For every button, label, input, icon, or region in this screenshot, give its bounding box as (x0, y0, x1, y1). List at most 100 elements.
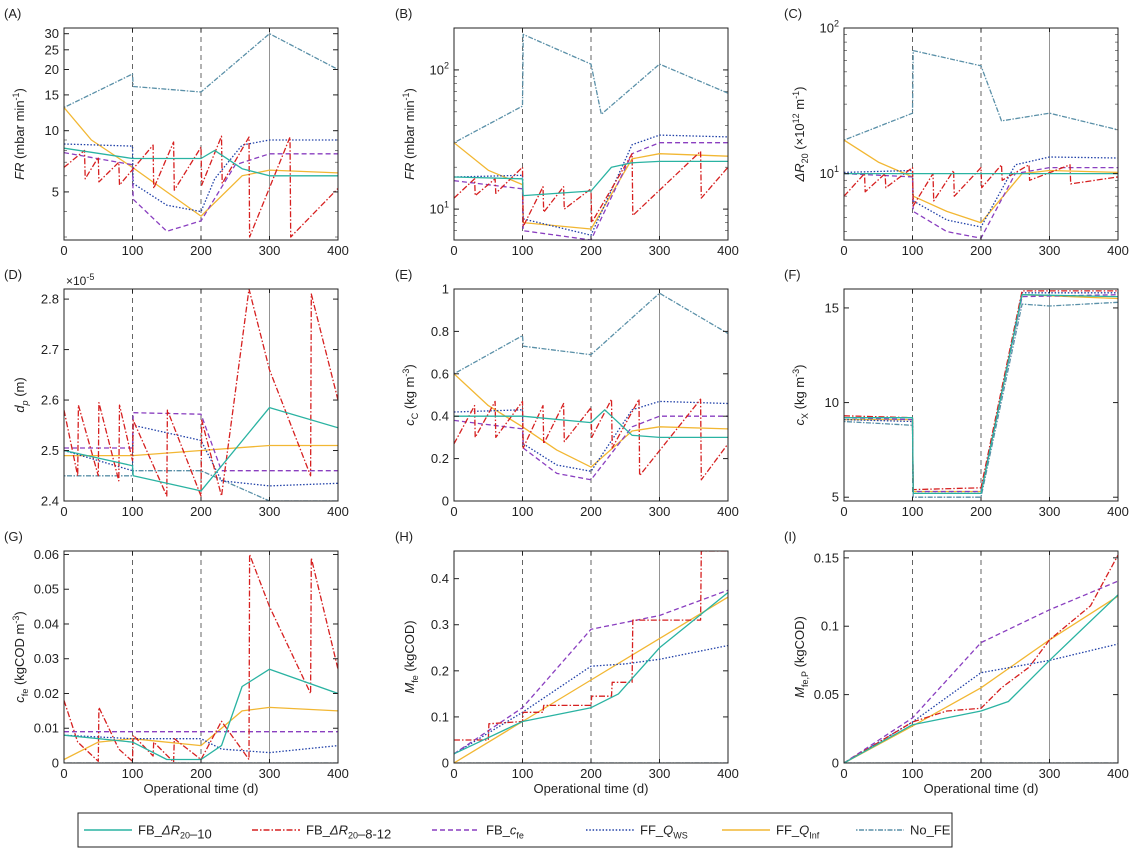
series-line-fb10 (64, 406, 338, 492)
panel-d: 0 100 200 300 400 2.4 2.5 2.6 2.7 2.8 ×10-5 dp (m) (… (4, 267, 349, 519)
series-line-nofe (454, 292, 728, 375)
x-tick-label: 100 (512, 766, 534, 781)
x-tick-label: 0 (450, 504, 457, 519)
y-tick-label: 0.4 (431, 571, 449, 586)
y-tick-label: 0.4 (431, 409, 449, 424)
series-line-fb812 (454, 551, 728, 741)
series-group (64, 553, 338, 763)
y-axis-label: cX (kg m-3) (791, 365, 810, 426)
series-group (844, 554, 1118, 763)
panel-label: (D) (4, 267, 22, 282)
panel-label: (I) (784, 529, 796, 544)
x-tick-label: 100 (512, 504, 534, 519)
series-line-ffqws (64, 139, 338, 213)
series-line-nofe (844, 49, 1118, 141)
y-tick-label: 2.5 (41, 443, 59, 458)
y-tick-label: 0.05 (34, 582, 59, 597)
series-line-ffqws (454, 644, 728, 755)
series-line-nofe (64, 33, 338, 109)
y-tick-label: 20 (45, 62, 59, 77)
x-tick-label: 400 (717, 766, 739, 781)
series-line-ffqinf (454, 142, 728, 230)
series-group (64, 289, 338, 501)
series-group (454, 551, 728, 763)
x-tick-label: 300 (259, 766, 281, 781)
y-tick-label: 101 (430, 200, 449, 217)
panel-i: 0 100 200 300 400 0 0.05 0.1 0.15 Mfe,P (kgCOD) Op… (784, 529, 1129, 796)
series-line-fb812 (64, 289, 338, 497)
series-line-nofe (454, 33, 728, 144)
x-tick-label: 400 (1107, 766, 1129, 781)
x-tick-label: 200 (190, 504, 212, 519)
x-tick-label: 100 (902, 504, 924, 519)
series-line-ffqinf (454, 373, 728, 468)
x-tick-label: 400 (1107, 243, 1129, 258)
y-tick-label: 0.6 (431, 366, 449, 381)
y-axis-label: FR (mbar min-1) (11, 88, 27, 180)
legend: FB_ΔR20–10 FB_ΔR20–8-12 FB_cfe FF_QWS FF_QIn… (77, 812, 953, 848)
x-tick-label: 300 (649, 766, 671, 781)
y-axis-label: Mfe,P (kgCOD) (792, 616, 810, 698)
x-tick-label: 100 (512, 243, 534, 258)
x-tick-label: 200 (970, 504, 992, 519)
series-group (64, 33, 338, 238)
series-line-fb10 (64, 668, 338, 761)
x-tick-label: 0 (60, 766, 67, 781)
x-axis-label: Operational time (d) (534, 781, 649, 796)
y-tick-label: 102 (430, 60, 449, 77)
series-line-ffqinf (844, 595, 1118, 763)
x-tick-label: 100 (902, 766, 924, 781)
y-axis-label: FR (mbar min-1) (401, 88, 417, 180)
panel-label: (F) (784, 267, 801, 282)
series-line-fb10 (64, 147, 338, 177)
x-tick-label: 200 (190, 766, 212, 781)
y-tick-label: 5 (52, 184, 59, 199)
series-group (844, 49, 1118, 239)
x-tick-label: 400 (327, 504, 349, 519)
x-tick-label: 100 (902, 243, 924, 258)
y-tick-label: 0 (52, 756, 59, 771)
panel-label: (B) (395, 6, 412, 21)
legend-label-ffqinf: FF_QInf (776, 823, 820, 841)
series-group (844, 290, 1118, 498)
y-axis-label: cfe (kgCOD m-3) (11, 611, 30, 702)
series-line-ffqws (844, 292, 1118, 495)
series-line-fb812 (844, 290, 1118, 491)
y-tick-label: 2.6 (41, 393, 59, 408)
y-tick-label: 0.06 (34, 547, 59, 562)
legend-box (77, 812, 953, 848)
y-tick-label: 25 (45, 42, 59, 57)
x-tick-label: 0 (450, 243, 457, 258)
y-tick-label: 0.02 (34, 686, 59, 701)
y-tick-label: 0.05 (814, 687, 839, 702)
panel-g: 0 100 200 300 400 0 0.01 0.02 0.03 0.04 0.05 0.06 cf… (4, 529, 349, 796)
y-tick-label: 5 (832, 490, 839, 505)
x-tick-label: 100 (122, 766, 144, 781)
y-tick-label: 10 (45, 123, 59, 138)
series-line-fb812 (844, 164, 1118, 207)
x-tick-label: 400 (717, 504, 739, 519)
y-tick-label: 0.03 (34, 651, 59, 666)
y-tick-label: 10 (825, 395, 839, 410)
series-line-ffqinf (64, 706, 338, 761)
x-tick-label: 0 (840, 504, 847, 519)
series-line-fbcfe (64, 151, 338, 232)
x-tick-label: 0 (840, 243, 847, 258)
y-tick-label: 2.4 (41, 494, 59, 509)
x-tick-label: 200 (970, 243, 992, 258)
y-axis-label: cC (kg m-3) (401, 364, 420, 425)
series-line-fb10 (844, 594, 1118, 763)
series-line-fbcfe (844, 294, 1118, 493)
x-tick-label: 400 (1107, 504, 1129, 519)
y-tick-label: 0.8 (431, 324, 449, 339)
panel-label: (C) (784, 6, 802, 21)
x-tick-label: 400 (717, 243, 739, 258)
y-tick-label: 0.3 (431, 617, 449, 632)
series-line-ffqws (454, 400, 728, 472)
x-axis-label: Operational time (d) (924, 781, 1039, 796)
series-line-ffqinf (844, 139, 1118, 224)
x-axis-label: Operational time (d) (144, 781, 259, 796)
x-tick-label: 100 (122, 243, 144, 258)
x-tick-label: 300 (259, 504, 281, 519)
